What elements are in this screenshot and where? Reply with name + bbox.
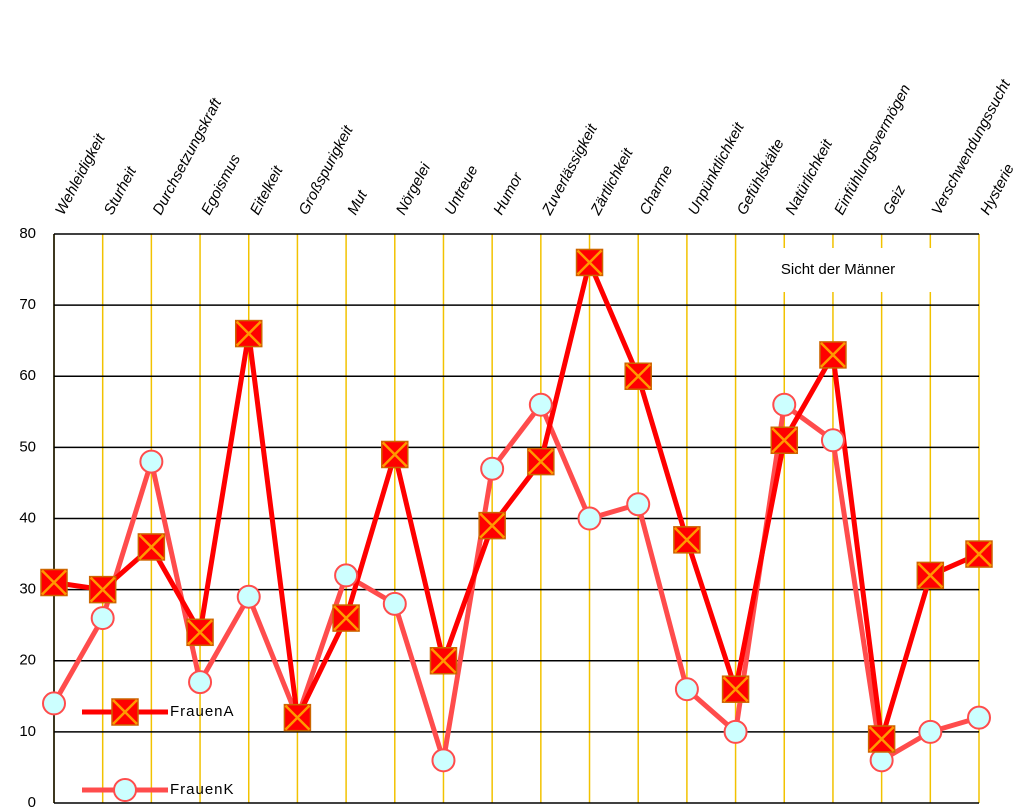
marker-x	[89, 576, 116, 603]
y-tick-label: 30	[19, 581, 36, 598]
marker-x	[235, 320, 262, 347]
y-tick-label: 40	[19, 509, 36, 526]
point	[575, 248, 604, 277]
point	[480, 456, 505, 481]
point	[188, 670, 213, 695]
point	[916, 561, 945, 590]
y-tick-label: 10	[19, 723, 36, 740]
x-tick-label: Eitelkeit	[247, 163, 287, 218]
marker-x	[625, 363, 652, 390]
x-tick-label: Natürlichkeit	[782, 136, 836, 218]
x-tick-label: Hysterie	[977, 161, 1018, 218]
annotation-box	[738, 248, 938, 292]
y-tick-label: 60	[19, 367, 36, 384]
x-tick-label: Untreue	[441, 163, 481, 218]
point	[42, 691, 66, 716]
point	[431, 748, 456, 773]
x-tick-label: Sturheit	[101, 163, 141, 217]
marker-x	[187, 619, 213, 646]
point	[624, 362, 652, 390]
point	[867, 725, 896, 753]
point	[967, 705, 991, 730]
marker-x	[430, 647, 457, 674]
point	[674, 677, 699, 702]
marker-x	[479, 512, 506, 539]
point	[236, 584, 261, 609]
point	[332, 604, 360, 632]
marker-x	[771, 427, 798, 454]
series-line	[53, 259, 981, 742]
point	[139, 449, 164, 474]
point	[40, 568, 68, 597]
y-tick-label: 80	[19, 225, 36, 242]
marker-x	[966, 541, 992, 567]
point	[90, 606, 115, 631]
y-tick-label: 0	[28, 794, 36, 810]
point	[772, 392, 797, 417]
x-tick-label: Gefühlskälte	[734, 136, 788, 218]
x-tick-label: Nörgelei	[393, 160, 435, 218]
legend-label: FrauenA	[170, 703, 235, 720]
point	[283, 703, 312, 732]
point	[137, 533, 166, 561]
marker-x	[917, 562, 944, 589]
point	[186, 618, 214, 647]
point	[918, 719, 943, 744]
marker-x	[820, 342, 846, 368]
point	[88, 575, 117, 604]
point	[770, 426, 799, 455]
point	[234, 319, 263, 348]
marker-x	[527, 448, 554, 475]
marker-x	[138, 534, 165, 560]
point	[819, 341, 847, 369]
x-tick-label: Egoismus	[198, 151, 244, 218]
point	[577, 506, 602, 531]
marker-x	[722, 676, 749, 703]
point	[965, 540, 993, 568]
marker-x	[576, 249, 603, 276]
y-tick-label: 50	[19, 438, 36, 455]
point	[723, 719, 748, 744]
marker-x	[868, 726, 895, 752]
point	[527, 447, 555, 476]
legend-label: FrauenK	[170, 781, 235, 798]
x-tick-label: Wehleidigkeit	[52, 130, 109, 217]
marker-x	[112, 699, 138, 725]
y-tick-label: 20	[19, 652, 36, 669]
x-tick-label: Mut	[344, 187, 371, 218]
point	[478, 511, 506, 540]
marker-x	[674, 526, 700, 553]
legend-marker	[113, 778, 137, 802]
annotation: Sicht der Männer	[781, 261, 895, 278]
point	[382, 591, 407, 616]
x-tick-label: Humor	[490, 169, 527, 218]
point	[626, 492, 651, 517]
point	[334, 563, 359, 588]
point	[528, 392, 553, 417]
point	[381, 440, 409, 469]
x-tick-label: Zärtlichkeit	[587, 145, 637, 219]
x-tick-label: Geiz	[880, 182, 910, 218]
marker-x	[41, 569, 67, 596]
point	[721, 675, 750, 703]
y-tick-label: 70	[19, 296, 36, 313]
marker-x	[284, 704, 311, 731]
marker-x	[381, 441, 408, 468]
x-tick-label: Charme	[636, 163, 676, 218]
point	[673, 526, 701, 554]
point	[820, 428, 845, 453]
marker-x	[333, 605, 359, 631]
point	[429, 647, 458, 675]
legend-marker	[111, 698, 139, 726]
